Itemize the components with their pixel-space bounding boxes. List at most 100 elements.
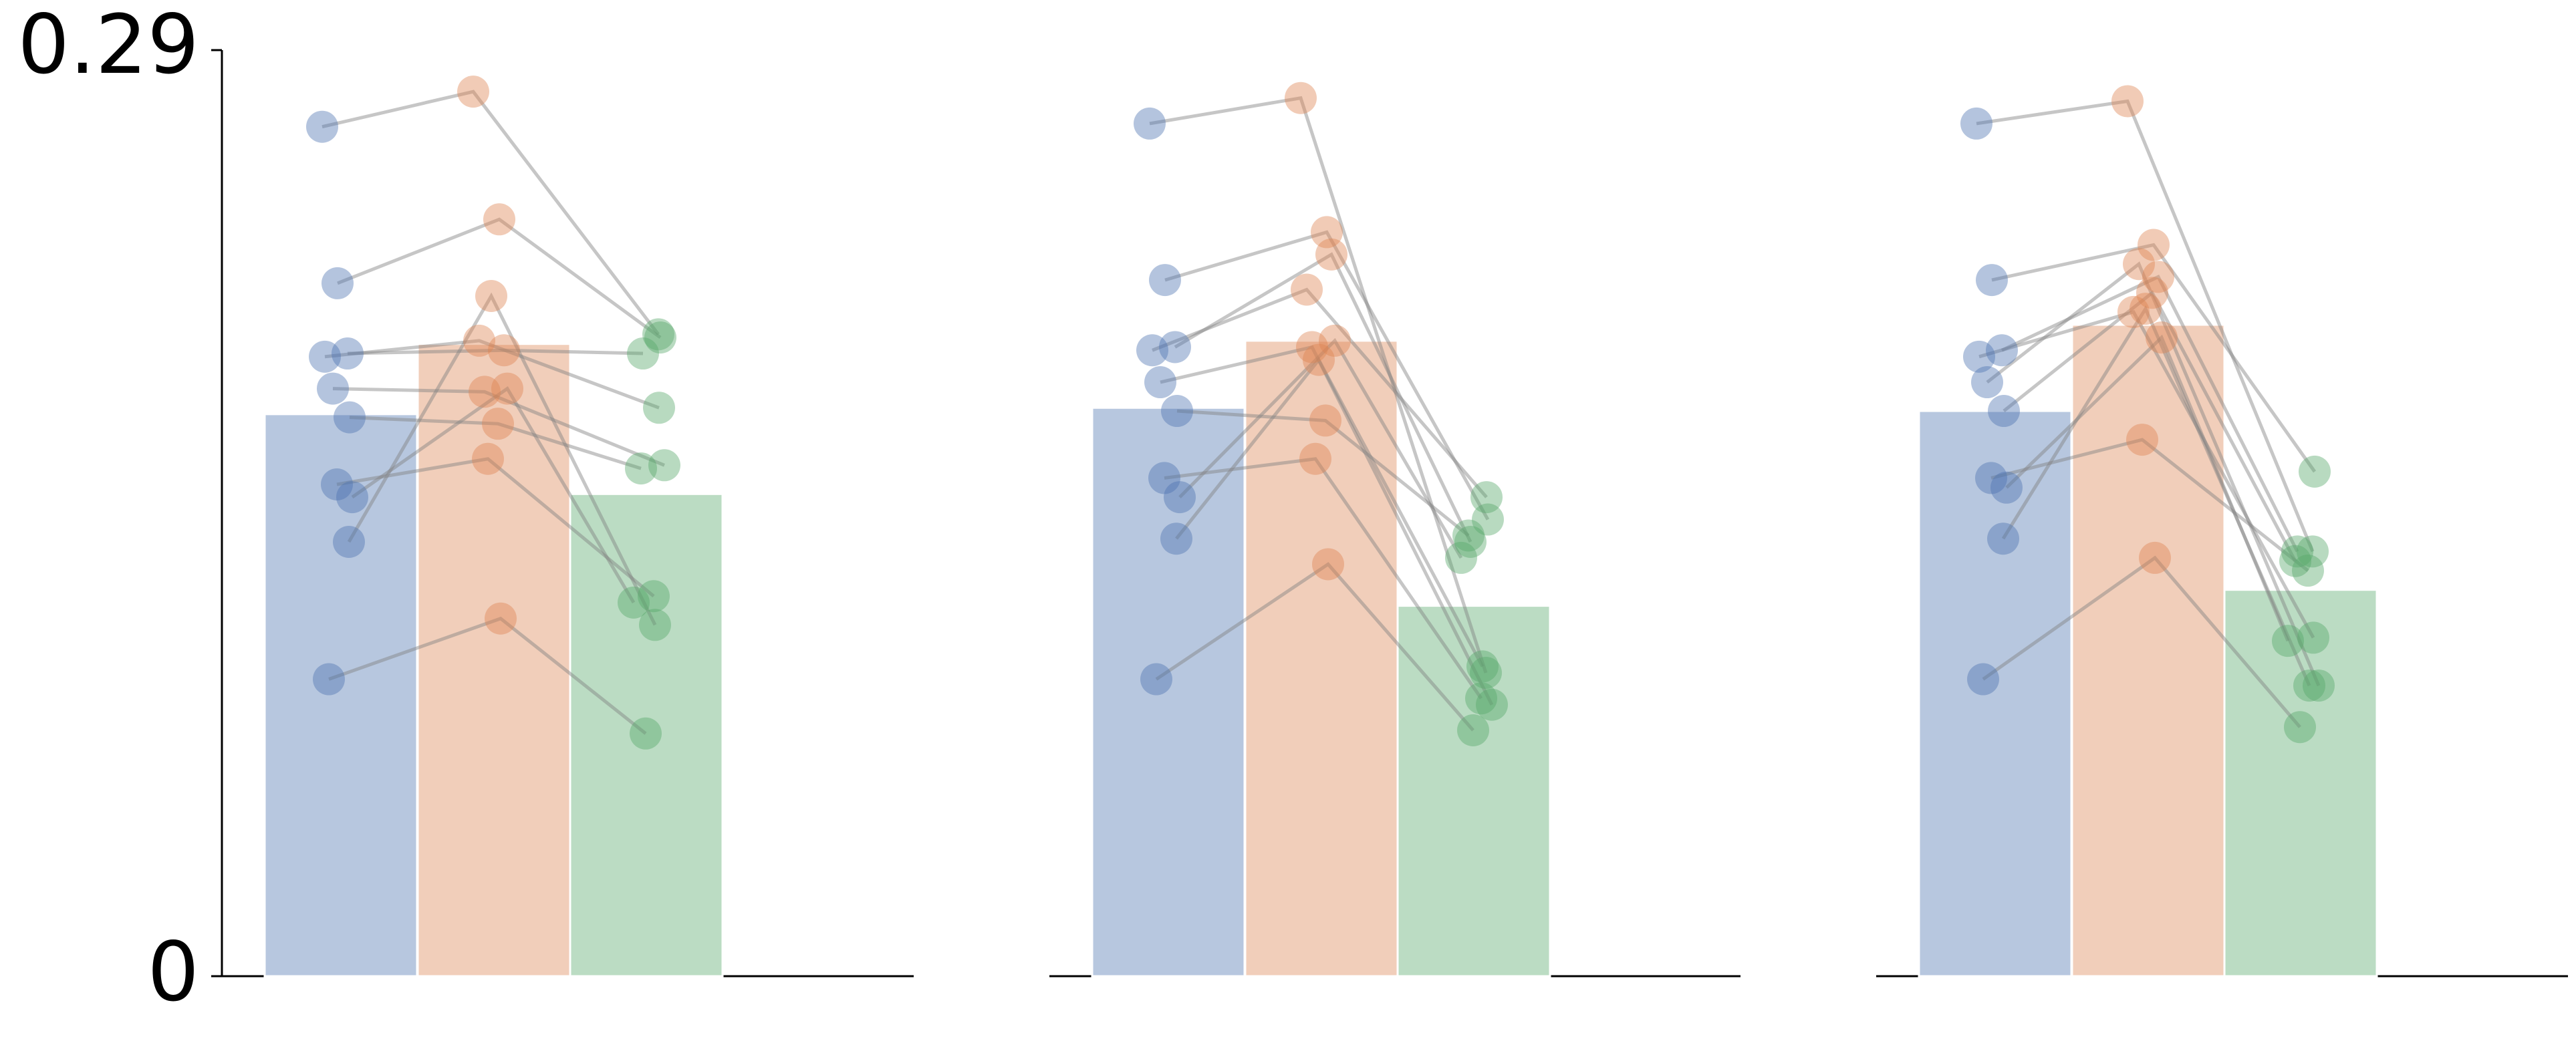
point-panel-1-group-b-s9 [475,280,507,313]
subject-line-panel-3-s5 [1986,261,2321,687]
point-panel-3-group-a-s6 [1988,395,2020,428]
point-panel-1-group-a-s4 [309,340,341,373]
subject-line-panel-1-s6 [349,416,642,470]
point-panel-2-group-a-s1 [1134,107,1166,140]
point-panel-2-group-a-s7 [1148,462,1180,494]
point-panel-3-group-c-s8 [2272,625,2304,657]
point-panel-2-group-a-s10 [1140,663,1172,696]
point-panel-2-group-a-s3 [1159,331,1191,363]
point-panel-2-group-c-s8 [1445,541,1477,574]
point-panel-1-group-c-s6 [625,452,657,485]
point-panel-3-group-b-s9 [2130,293,2162,325]
point-panel-1-group-c-s10 [630,717,662,750]
point-panel-3-group-a-s4 [1963,340,1995,373]
subject-line-panel-1-s7 [336,457,655,598]
subject-line-panel-1-s5 [332,387,665,467]
point-panel-2-group-b-s10 [1312,548,1344,581]
tick-labels-layer: 0.29 0 [17,0,199,1020]
point-panel-1-group-a-s5 [317,372,349,405]
subject-line-panel-2-s7 [1164,457,1483,700]
subject-line-panel-1-s10 [328,616,647,735]
subject-line-panel-1-s2 [337,217,662,339]
subject-line-panel-3-s3 [2001,275,2299,553]
subject-line-panel-3-s7 [1990,438,2309,572]
bar-panel-2-group-a [1091,406,1246,978]
point-panel-1-group-b-s8 [491,372,523,405]
point-panel-1-group-c-s8 [618,586,650,619]
point-panel-2-group-c-s1 [1470,656,1502,689]
point-panel-1-group-b-s2 [483,203,515,236]
subject-line-panel-2-s2 [1164,230,1490,520]
bar-panel-3-group-a [1918,410,2073,978]
bar-panel-1-group-a [263,413,418,978]
point-panel-2-group-b-s7 [1299,442,1331,475]
subject-line-panel-3-s10 [1982,555,2301,728]
subject-line-panel-3-s8 [2005,334,2290,642]
point-panel-2-group-b-s5 [1296,331,1328,363]
subject-line-panel-1-s1 [321,90,660,335]
point-panel-2-group-a-s8 [1164,481,1196,514]
point-panel-3-group-c-s4 [2297,621,2329,654]
point-panel-1-group-a-s10 [313,663,345,696]
subject-line-panel-2-s10 [1155,562,1474,732]
point-panel-3-group-a-s8 [1990,471,2023,504]
bar-panel-2-group-b [1244,339,1399,978]
y-tick-label-max: 0.29 [17,0,199,92]
point-panel-3-group-a-s2 [1976,264,2008,297]
point-panel-2-group-a-s6 [1161,395,1193,428]
point-panel-2-group-b-s6 [1309,404,1341,437]
subject-line-panel-1-s4 [324,339,660,410]
point-panel-1-group-b-s6 [482,408,514,440]
point-panel-1-group-a-s3 [332,337,364,370]
point-panel-3-group-a-s5 [1971,366,2003,399]
point-panel-1-group-a-s9 [333,526,365,559]
point-panel-1-group-a-s8 [336,481,368,514]
point-panel-1-group-b-s10 [485,602,517,635]
point-panel-2-group-b-s2 [1311,216,1343,249]
subject-line-panel-3-s9 [2001,305,2311,687]
point-panel-3-group-c-s7 [2292,555,2324,587]
point-panel-3-group-c-s3 [2281,535,2313,568]
point-panel-3-group-c-s10 [2284,711,2316,744]
point-panel-3-group-b-s6 [2136,277,2168,309]
point-panel-3-group-b-s2 [2138,229,2170,261]
point-panel-2-group-b-s8 [1319,324,1351,357]
point-panel-1-group-b-s7 [472,442,504,475]
point-panel-1-group-c-s2 [644,321,676,354]
bar-panel-3-group-c [2223,589,2378,978]
point-panel-2-group-b-s4 [1291,273,1323,306]
point-panel-1-group-b-s5 [469,376,501,408]
point-panel-1-group-c-s7 [638,580,670,613]
points-layer [306,76,2335,750]
point-panel-2-group-a-s2 [1149,264,1181,297]
point-panel-3-group-b-s1 [2111,85,2144,118]
point-panel-1-group-c-s4 [643,392,675,424]
bar-panel-2-group-c [1396,605,1551,978]
point-panel-2-group-c-s9 [1466,650,1499,683]
point-panel-2-group-c-s2 [1472,503,1504,536]
point-panel-3-group-a-s7 [1975,462,2007,494]
subject-line-panel-1-s9 [347,292,657,626]
point-panel-2-group-b-s1 [1285,82,1317,114]
point-panel-1-group-b-s4 [463,324,495,357]
point-panel-2-group-b-s9 [1303,343,1335,376]
point-panel-2-group-b-s3 [1315,238,1347,271]
point-panel-3-group-a-s9 [1987,522,2019,555]
y-tick-label-min: 0 [147,925,199,1020]
bars-layer [263,323,2378,978]
subject-line-panel-2-s9 [1175,357,1485,667]
subject-line-panel-2-s3 [1174,252,1472,543]
point-panel-3-group-a-s1 [1960,107,1992,140]
point-panel-2-group-a-s5 [1144,366,1176,399]
point-panel-2-group-a-s9 [1160,522,1192,555]
point-panel-1-group-a-s6 [334,401,366,434]
point-panel-1-group-c-s5 [648,449,680,482]
point-panel-2-group-c-s7 [1465,682,1497,715]
point-panel-3-group-c-s2 [2299,455,2331,488]
point-panel-1-group-b-s3 [488,334,520,367]
point-panel-2-group-c-s5 [1476,688,1508,721]
subject-line-panel-2-s4 [1152,287,1488,498]
subject-line-panel-2-s6 [1176,409,1470,537]
